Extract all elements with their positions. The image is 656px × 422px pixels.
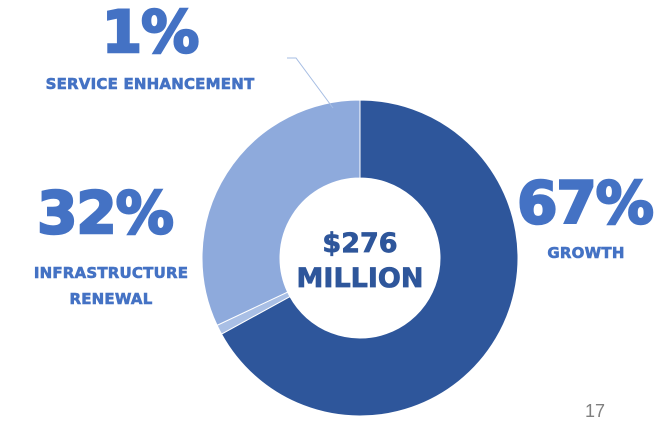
- percent-label-growth: 67%: [516, 169, 655, 237]
- donut-slice-growth: [220, 99, 519, 416]
- percent-label-infrastructure-renewal: 32%: [36, 179, 175, 247]
- category-label-growth: GROWTH: [547, 244, 625, 263]
- page-number: 17: [585, 401, 606, 421]
- category-label-service-enhancement: SERVICE ENHANCEMENT: [45, 75, 255, 94]
- center-total-amount: $276: [322, 228, 398, 260]
- category-label-infrastructure-renewal: INFRASTRUCTURE RENEWAL: [33, 264, 189, 309]
- center-total-unit: MILLION: [296, 263, 424, 295]
- percent-label-service-enhancement: 1%: [101, 0, 201, 66]
- leader-line-service-enhancement: [287, 57, 334, 109]
- donut-slice-infrastructure-renewal: [201, 99, 361, 326]
- donut-slices: [201, 99, 519, 416]
